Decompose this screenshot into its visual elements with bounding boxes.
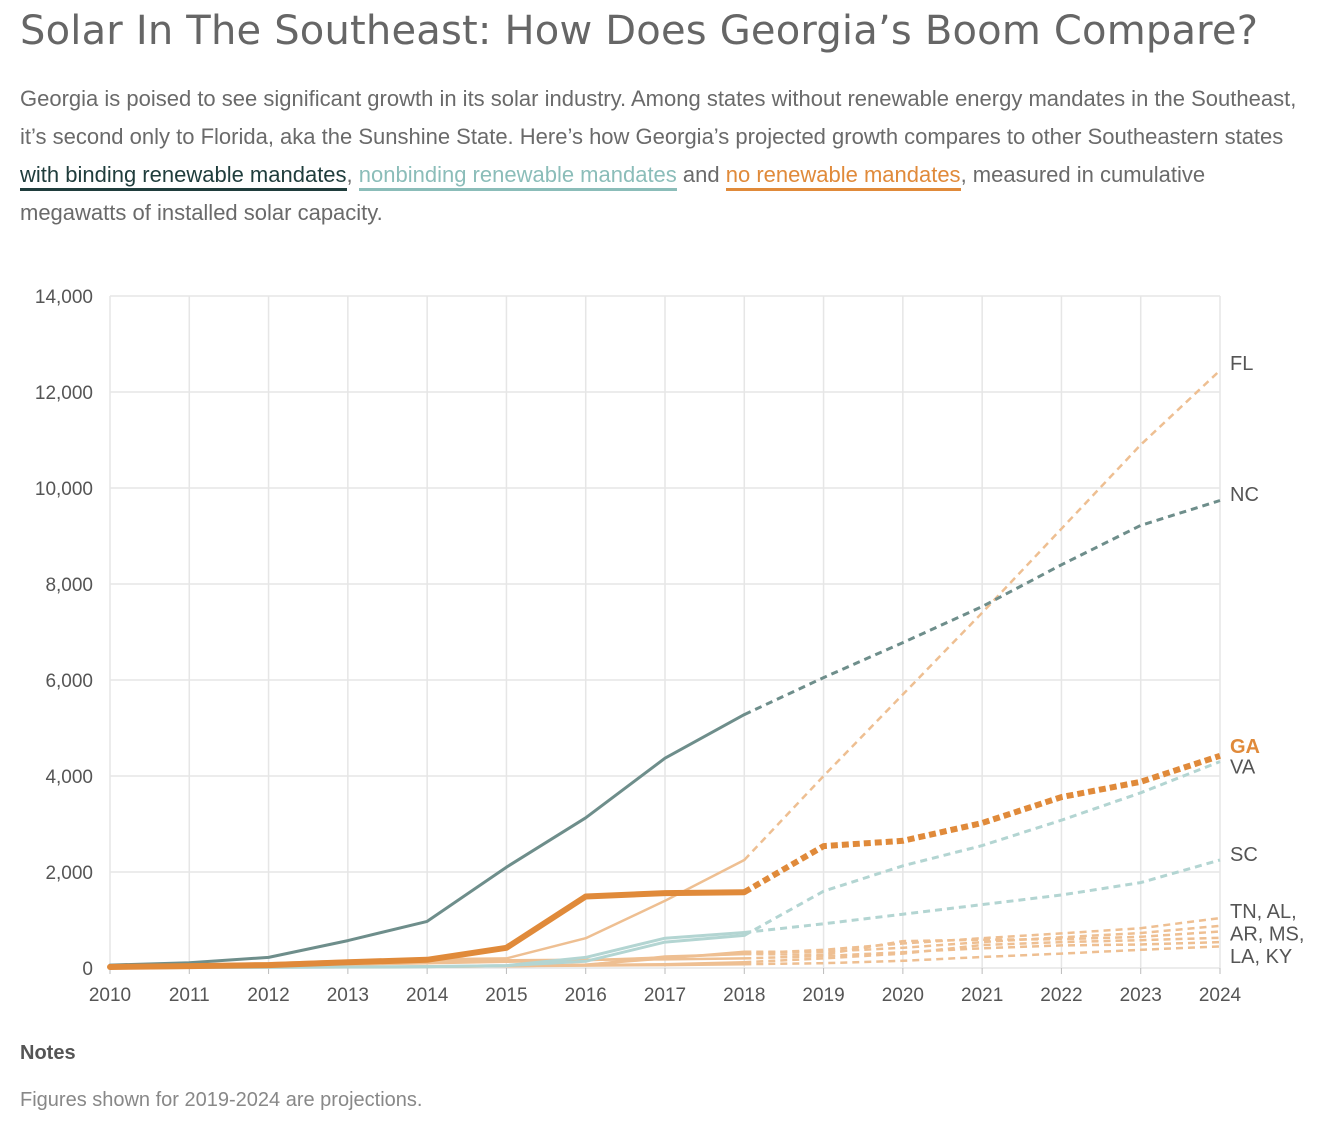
series-ga-projection-line xyxy=(742,752,1221,895)
end-label-nc: NC xyxy=(1230,484,1259,506)
x-tick-label: 2015 xyxy=(485,985,527,1006)
x-tick-label: 2018 xyxy=(723,985,765,1006)
end-label-ga: GA xyxy=(1230,736,1260,758)
series-sc-projection-line xyxy=(744,858,1221,934)
end-label-la-ky: LA, KY xyxy=(1230,946,1292,968)
y-tick-label: 8,000 xyxy=(45,575,93,596)
intro-text-part-1: Georgia is poised to see significant gro… xyxy=(20,86,1297,149)
x-tick-label: 2021 xyxy=(961,985,1003,1006)
end-label-va: VA xyxy=(1230,756,1256,778)
x-tick-label: 2020 xyxy=(882,985,924,1006)
y-tick-label: 12,000 xyxy=(35,383,93,404)
solar-capacity-chart: 02,0004,0006,0008,00010,00012,00014,000 … xyxy=(35,287,1305,1006)
x-tick-label: 2017 xyxy=(644,985,686,1006)
series-ar-projection-line xyxy=(744,930,1221,956)
notes-text: Figures shown for 2019-2024 are projecti… xyxy=(20,1089,423,1111)
y-axis: 0 2,000 4,000 6,000 8,000 10,000 12,000 14,000 xyxy=(35,287,93,980)
end-label-ar-ms: AR, MS, xyxy=(1230,923,1304,945)
series-va-projection-line xyxy=(743,760,1221,937)
legend-link-binding[interactable]: with binding renewable mandates xyxy=(20,162,347,191)
series-ky-projection-line xyxy=(744,945,1221,966)
x-tick-label: 2014 xyxy=(406,985,449,1006)
legend-link-nonbinding[interactable]: nonbinding renewable mandates xyxy=(358,162,677,191)
intro-text-part-2: , measured in cumulative megawatts of in… xyxy=(20,162,1206,225)
chart-series xyxy=(107,369,1221,970)
intro-separator-1: , xyxy=(346,162,359,187)
x-tick-label: 2012 xyxy=(247,985,289,1006)
end-label-fl: FL xyxy=(1230,353,1253,375)
x-tick-label: 2023 xyxy=(1120,985,1162,1006)
chart-grid xyxy=(109,295,1221,969)
page-title: Solar In The Southeast: How Does Georgia… xyxy=(20,8,1259,54)
series-la-projection-line xyxy=(744,940,1221,960)
x-axis: 2010 2011 2012 2013 2014 2015 2016 2017 2018 2019… xyxy=(89,968,1242,1006)
legend-link-no-mandates[interactable]: no renewable mandates xyxy=(725,162,961,191)
notes-heading: Notes xyxy=(20,1042,76,1064)
series-nc-projection-line xyxy=(743,499,1221,716)
x-tick-label: 2022 xyxy=(1040,985,1082,1006)
series-tn-projection-line xyxy=(744,916,1221,955)
series-al-projection-line xyxy=(744,924,1221,953)
intro-separator-2: and xyxy=(676,162,726,187)
end-label-sc: SC xyxy=(1230,844,1258,866)
end-label-tn-al: TN, AL, xyxy=(1230,901,1297,923)
x-tick-label: 2010 xyxy=(89,985,131,1006)
y-tick-label: 4,000 xyxy=(45,767,93,788)
series-ga-actual-line xyxy=(107,889,748,970)
y-tick-label: 6,000 xyxy=(45,671,93,692)
series-ms-projection-line xyxy=(744,936,1221,964)
series-nc-actual-line xyxy=(108,713,746,967)
x-tick-label: 2016 xyxy=(565,985,607,1006)
x-tick-label: 2024 xyxy=(1199,985,1242,1006)
intro-text: Georgia is poised to see significant gro… xyxy=(20,80,1310,232)
y-tick-label: 14,000 xyxy=(35,287,93,308)
y-tick-label: 2,000 xyxy=(45,863,93,884)
x-tick-label: 2019 xyxy=(802,985,844,1006)
y-tick-label: 0 xyxy=(82,959,93,980)
x-tick-label: 2013 xyxy=(327,985,369,1006)
y-tick-label: 10,000 xyxy=(35,479,93,500)
x-tick-label: 2011 xyxy=(169,985,210,1006)
